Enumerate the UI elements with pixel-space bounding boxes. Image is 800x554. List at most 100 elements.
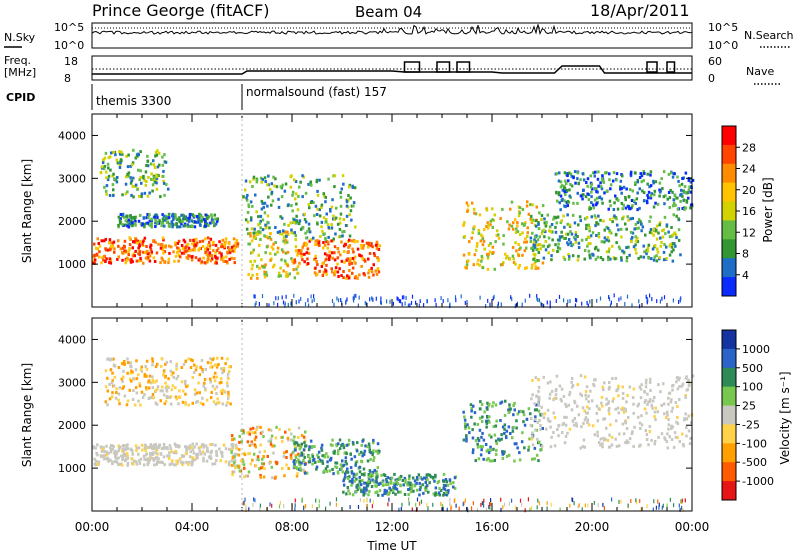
echo-cell — [304, 471, 307, 475]
echo-cell — [274, 177, 277, 181]
echo-cell — [370, 485, 374, 488]
echo-cell — [138, 178, 141, 182]
noise-cell — [624, 302, 626, 306]
echo-cell — [106, 456, 109, 460]
echo-cell — [523, 240, 526, 244]
echo-cell — [607, 255, 610, 259]
echo-cell — [301, 258, 304, 262]
echo-cell — [270, 182, 273, 186]
echo-cell — [107, 452, 110, 455]
echo-cell — [345, 276, 348, 280]
echo-cell — [586, 177, 590, 181]
echo-cell — [531, 443, 535, 447]
echo-cell — [162, 218, 165, 222]
noise-cell — [510, 295, 512, 300]
echo-cell — [609, 187, 612, 191]
noise-cell — [259, 507, 261, 511]
power-colorbar-label: Power [dB] — [761, 177, 775, 242]
echo-cell — [533, 256, 537, 260]
echo-cell — [310, 445, 314, 449]
echo-cell — [489, 445, 492, 449]
echo-cell — [477, 457, 481, 461]
echo-cell — [367, 476, 370, 480]
echo-cell — [385, 477, 388, 481]
echo-cell — [191, 401, 194, 405]
echo-cell — [156, 216, 159, 220]
noise-cell — [357, 303, 359, 308]
echo-cell — [527, 445, 531, 449]
echo-cell — [508, 257, 511, 261]
x-tick-label: 04:00 — [175, 520, 210, 534]
noise-cell — [573, 501, 575, 506]
echo-cell — [565, 232, 568, 236]
echo-cell — [162, 238, 165, 242]
echo-cell — [640, 222, 643, 226]
echo-cell — [507, 411, 511, 414]
echo-cell — [130, 219, 133, 223]
echo-cell — [292, 221, 296, 224]
echo-cell — [141, 443, 144, 447]
noise-cell — [546, 506, 548, 511]
echo-cell — [377, 247, 381, 251]
echo-cell — [442, 472, 446, 476]
echo-cell — [540, 405, 543, 409]
echo-cell — [583, 249, 587, 252]
echo-cell — [483, 247, 486, 251]
echo-cell — [605, 250, 609, 254]
echo-cell — [512, 404, 515, 407]
echo-cell — [116, 257, 119, 261]
echo-cell — [602, 388, 605, 392]
echo-cell — [389, 488, 393, 492]
echo-cell — [341, 230, 344, 234]
echo-cell — [189, 450, 192, 454]
echo-cell — [676, 405, 679, 408]
echo-cell — [655, 254, 658, 258]
echo-cell — [650, 192, 653, 196]
noise-cell — [426, 503, 428, 507]
echo-cell — [184, 445, 187, 449]
echo-cell — [671, 388, 674, 392]
echo-cell — [146, 252, 150, 256]
echo-cell — [151, 189, 154, 193]
echo-cell — [194, 256, 198, 260]
echo-cell — [130, 193, 133, 197]
echo-cell — [671, 175, 675, 179]
echo-cell — [141, 242, 144, 246]
echo-cell — [281, 467, 284, 470]
echo-cell — [188, 254, 191, 258]
noise-cell — [549, 300, 551, 305]
noise-cell — [358, 295, 360, 300]
echo-cell — [640, 423, 644, 427]
noise-cell — [369, 297, 371, 302]
nave-label: Nave — [746, 65, 774, 78]
echo-cell — [545, 220, 548, 224]
echo-cell — [291, 190, 295, 194]
echo-cell — [315, 260, 318, 264]
power-plot-bg — [92, 114, 692, 307]
echo-cell — [162, 169, 165, 173]
echo-cell — [112, 384, 116, 388]
echo-cell — [655, 228, 658, 232]
echo-cell — [288, 428, 291, 432]
echo-cell — [488, 459, 492, 463]
echo-cell — [209, 450, 213, 454]
echo-cell — [585, 215, 589, 219]
echo-cell — [150, 250, 153, 254]
echo-cell — [260, 258, 263, 262]
echo-cell — [381, 483, 385, 487]
echo-cell — [129, 371, 133, 375]
echo-cell — [658, 181, 662, 185]
echo-cell — [521, 431, 524, 435]
echo-cell — [252, 231, 255, 235]
echo-cell — [615, 217, 618, 221]
echo-cell — [262, 462, 265, 466]
echo-cell — [502, 234, 505, 238]
echo-cell — [119, 445, 122, 449]
echo-cell — [281, 183, 284, 187]
echo-cell — [230, 256, 233, 260]
noise-cell — [404, 301, 406, 306]
echo-cell — [627, 440, 630, 444]
echo-cell — [535, 243, 539, 247]
echo-cell — [213, 363, 217, 367]
